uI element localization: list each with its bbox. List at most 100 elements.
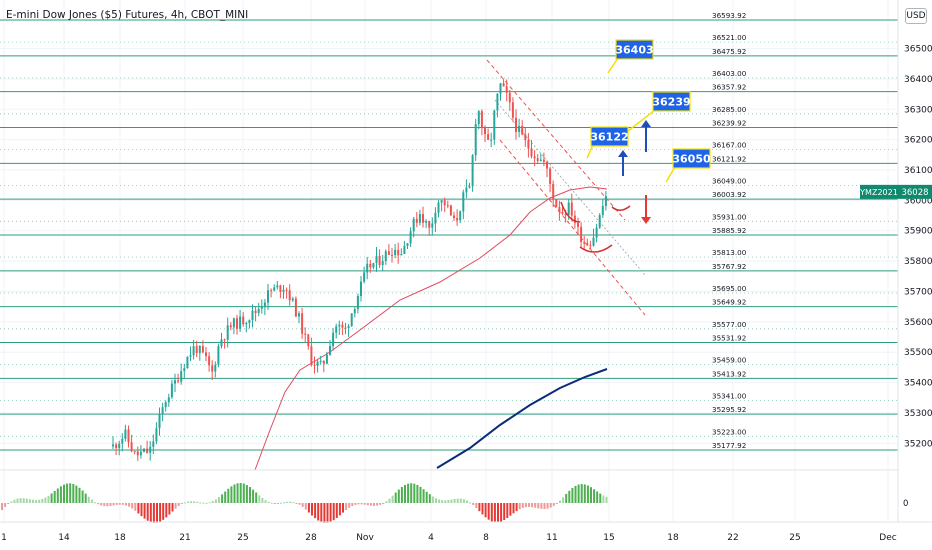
oscillator-bar: [171, 503, 174, 512]
level-label: 35341.00: [712, 391, 747, 400]
oscillator-bar: [221, 494, 224, 503]
callout-label: 36050: [672, 153, 711, 166]
candle-body: [366, 263, 369, 273]
candle-body: [341, 324, 344, 328]
candle-body: [155, 428, 158, 442]
candle-body: [505, 86, 508, 93]
oscillator-bar: [574, 485, 577, 503]
candle-body: [459, 211, 462, 221]
oscillator-bar: [382, 503, 385, 504]
symbol-tag-label: YMZ2021: [859, 188, 898, 197]
candle-body: [573, 215, 576, 224]
candle-body: [189, 355, 192, 357]
y-tick-label: 35900: [904, 227, 932, 237]
candle-body: [490, 139, 493, 141]
candle-body: [167, 397, 170, 403]
oscillator-bar: [379, 503, 382, 505]
oscillator-bar: [143, 503, 146, 519]
last-price-tag: [898, 184, 932, 199]
callout-pointer: [665, 166, 676, 183]
candle-body: [586, 243, 589, 246]
level-label: 36049.00: [712, 176, 747, 185]
oscillator-bar: [388, 498, 391, 503]
callout-label: 36239: [652, 96, 690, 109]
oscillator-bar: [431, 496, 434, 503]
candle-body: [205, 352, 207, 357]
candle-body: [115, 444, 118, 449]
candle-body: [449, 205, 452, 216]
symbol-tag: [860, 184, 898, 199]
x-tick-label: 11: [546, 533, 557, 543]
oscillator-bar: [50, 493, 53, 503]
y-tick-label: 35300: [904, 409, 932, 419]
candle-body: [511, 102, 514, 118]
oscillator-bar: [559, 500, 561, 503]
oscillator-bar: [53, 490, 56, 503]
arc-marker: [560, 201, 581, 223]
y-tick-label: 36400: [904, 75, 932, 85]
time-axis: 1 14 18 21 25 28 Nov 4 8 11 15 18 22 25 Dec: [0, 521, 932, 543]
oscillator-bar: [376, 503, 379, 506]
oscillator-bar: [335, 503, 338, 518]
oscillator-bar: [97, 503, 100, 505]
candle-body: [245, 322, 248, 325]
oscillator-bar: [205, 502, 208, 504]
oscillator-bar: [239, 483, 242, 503]
candle-body: [316, 361, 319, 366]
oscillator-bar: [354, 503, 357, 505]
currency-button[interactable]: USD: [905, 8, 927, 24]
oscillator-bar: [583, 484, 586, 503]
oscillator-bar: [298, 503, 301, 505]
candle-body: [263, 302, 266, 308]
candle-body: [332, 332, 335, 347]
candle-body: [139, 451, 142, 456]
level-label: 35459.00: [712, 356, 747, 365]
oscillator-bar: [190, 501, 193, 503]
x-tick-label: 18: [667, 533, 679, 543]
oscillator-bar: [295, 503, 298, 504]
level-label: 36167.00: [712, 141, 747, 150]
oscillator-bar: [152, 503, 155, 523]
oscillator-bar: [493, 503, 496, 523]
oscillator-bar: [571, 488, 574, 503]
oscillator-bar: [407, 483, 410, 503]
level-label: 35931.00: [712, 212, 747, 221]
oscillator-bar: [599, 493, 602, 503]
level-label: 36593.92: [712, 11, 746, 20]
oscillator-bar: [400, 486, 403, 503]
y-tick-label: 36500: [904, 45, 932, 55]
oscillator-bar: [236, 483, 239, 503]
oscillator-bar: [56, 488, 59, 503]
x-tick-label: 21: [179, 533, 190, 543]
callout-pointer: [586, 144, 594, 159]
oscillator-bar: [590, 487, 592, 503]
candle-body: [152, 441, 155, 447]
oscillator-bar: [500, 503, 503, 522]
channel-lower-line: [499, 139, 646, 316]
candle-body: [208, 356, 211, 366]
candle-body: [257, 308, 260, 314]
candle-body: [338, 324, 341, 327]
candle-body: [146, 448, 149, 453]
candle-body: [192, 346, 195, 356]
candle-body: [211, 365, 214, 372]
oscillator-bar: [121, 503, 124, 505]
candle-body: [567, 202, 570, 216]
oscillator-bar: [549, 503, 552, 508]
candle-body: [397, 249, 400, 256]
level-label: 35767.92: [712, 262, 746, 271]
oscillator-bar: [289, 501, 292, 503]
oscillator-bar: [366, 503, 369, 506]
oscillator-bar: [242, 483, 245, 503]
x-tick-label: 28: [305, 533, 317, 543]
oscillator-bar: [245, 484, 248, 503]
candle-body: [381, 261, 384, 266]
oscillator-bar: [230, 486, 233, 503]
candle-body: [508, 92, 511, 103]
candle-body: [186, 356, 189, 369]
candle-body: [521, 125, 524, 135]
candle-body: [487, 134, 490, 140]
oscillator-bar: [515, 503, 518, 512]
oscillator-bar: [106, 503, 109, 507]
